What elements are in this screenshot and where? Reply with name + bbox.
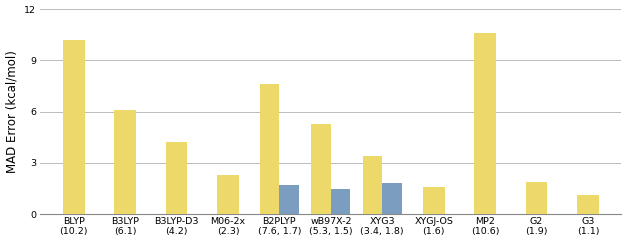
Bar xyxy=(63,40,85,214)
Bar xyxy=(577,196,599,214)
Bar xyxy=(260,84,280,214)
Bar xyxy=(312,124,331,214)
Bar xyxy=(363,156,382,214)
Bar xyxy=(217,175,239,214)
Y-axis label: MAD Error (kcal/mol): MAD Error (kcal/mol) xyxy=(6,50,19,173)
Bar xyxy=(114,110,136,214)
Bar xyxy=(423,187,445,214)
Bar xyxy=(280,185,299,214)
Bar xyxy=(382,183,402,214)
Bar xyxy=(475,33,496,214)
Bar xyxy=(166,143,187,214)
Bar xyxy=(331,189,350,214)
Bar xyxy=(526,182,547,214)
